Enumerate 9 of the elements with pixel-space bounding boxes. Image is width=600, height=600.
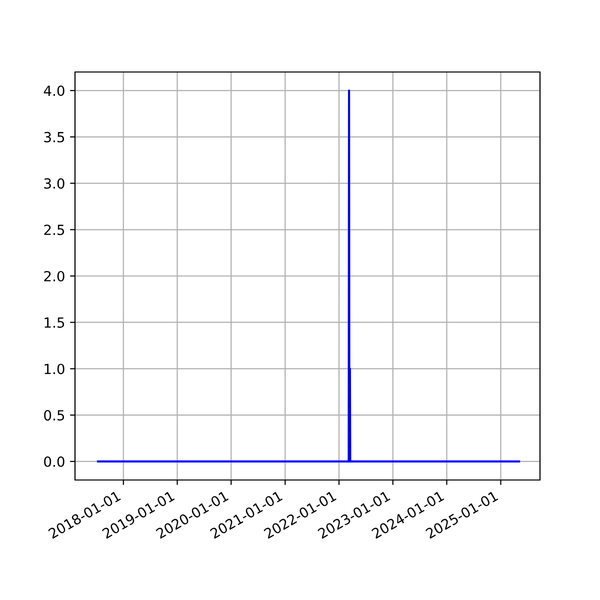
y-tick-label: 2.5 bbox=[44, 224, 64, 236]
y-tick-label: 1.5 bbox=[44, 318, 64, 328]
y-tick-label: 3.0 bbox=[44, 178, 64, 189]
y-tick-label: 4.0 bbox=[44, 86, 64, 96]
y-tick-label: 2.0 bbox=[44, 270, 64, 282]
y-tick-label: 0.5 bbox=[44, 410, 64, 421]
y-tick-label: 1.0 bbox=[44, 364, 64, 374]
y-tick-label: 3.5 bbox=[44, 132, 64, 142]
y-tick-label: 0.0 bbox=[44, 456, 64, 467]
